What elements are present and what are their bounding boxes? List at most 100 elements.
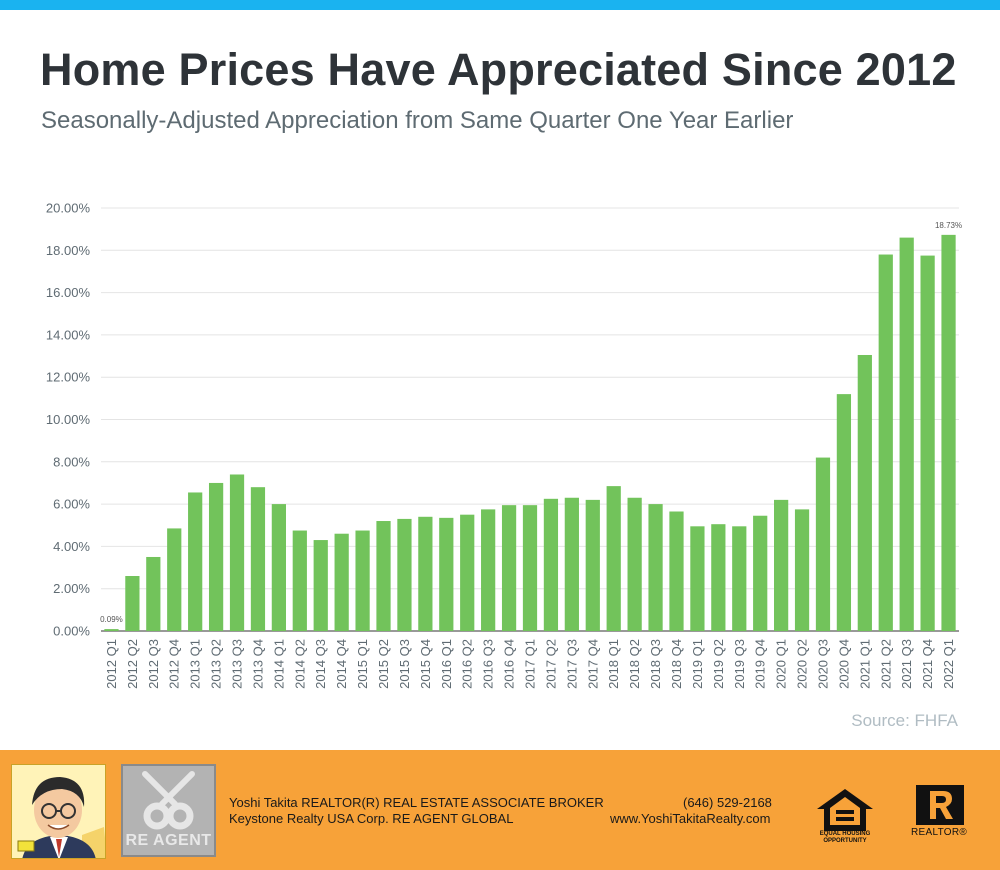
data-label: 18.73% — [935, 221, 962, 230]
x-tick-label: 2012 Q4 — [167, 639, 182, 689]
y-tick-label: 20.00% — [46, 201, 91, 216]
x-tick-label: 2016 Q3 — [481, 639, 496, 689]
x-tick-label: 2015 Q1 — [355, 639, 370, 689]
x-tick-label: 2018 Q3 — [648, 639, 663, 689]
y-tick-label: 6.00% — [53, 497, 90, 512]
x-tick-label: 2013 Q4 — [250, 639, 265, 689]
bar — [229, 474, 245, 631]
eho-logo-text: EQUAL HOUSING OPPORTUNITY — [819, 831, 871, 844]
page-subtitle: Seasonally-Adjusted Appreciation from Sa… — [41, 107, 794, 134]
phone-number: (646) 529-2168 — [683, 795, 772, 810]
footer-banner: RE AGENT Yoshi Takita REALTOR(R) REAL ES… — [0, 750, 1000, 870]
x-tick-label: 2020 Q4 — [836, 639, 851, 689]
bar — [627, 497, 642, 631]
y-tick-label: 16.00% — [46, 285, 91, 300]
bar — [564, 497, 579, 631]
x-tick-label: 2015 Q3 — [397, 639, 412, 689]
bar — [774, 499, 789, 631]
agent-name-line: Yoshi Takita REALTOR(R) REAL ESTATE ASSO… — [229, 795, 604, 810]
bar — [522, 505, 538, 631]
re-agent-keys-logo-icon: RE AGENT — [121, 764, 216, 857]
bar — [585, 499, 600, 631]
x-tick-label: 2014 Q2 — [292, 639, 307, 689]
y-tick-label: 0.00% — [53, 624, 90, 639]
y-tick-label: 4.00% — [53, 539, 90, 554]
bar — [313, 540, 328, 631]
x-tick-label: 2021 Q2 — [878, 639, 893, 689]
bar — [481, 509, 496, 631]
x-tick-label: 2014 Q4 — [334, 639, 349, 689]
realtor-r-logo-icon — [916, 785, 964, 825]
x-tick-label: 2018 Q1 — [606, 639, 621, 689]
x-tick-label: 2014 Q3 — [313, 639, 328, 689]
x-tick-label: 2017 Q3 — [564, 639, 579, 689]
bar — [815, 457, 831, 631]
x-tick-label: 2017 Q2 — [543, 639, 558, 689]
bar — [397, 518, 412, 631]
bar — [146, 556, 161, 631]
x-tick-label: 2012 Q2 — [125, 639, 140, 689]
bar — [460, 514, 475, 631]
bar — [188, 492, 203, 631]
bar — [355, 530, 370, 631]
x-tick-label: 2012 Q3 — [146, 639, 161, 689]
x-tick-label: 2021 Q4 — [920, 639, 935, 689]
x-tick-label: 2013 Q3 — [230, 639, 245, 689]
source-note: Source: FHFA — [851, 711, 958, 730]
x-tick-label: 2012 Q1 — [104, 639, 119, 689]
x-tick-label: 2019 Q4 — [753, 639, 768, 689]
bar — [292, 530, 307, 631]
bar — [167, 528, 182, 631]
bar — [920, 255, 935, 631]
y-tick-label: 12.00% — [46, 370, 91, 385]
company-line: Keystone Realty USA Corp. RE AGENT GLOBA… — [229, 811, 514, 826]
x-tick-label: 2022 Q1 — [941, 639, 956, 689]
bar-chart: 0.00% 2.00% 4.00% 6.00% 8.00% 10.00% 12.00% 14.… — [46, 201, 962, 689]
bar — [836, 394, 852, 631]
x-tick-label: 2013 Q2 — [209, 639, 224, 689]
x-tick-label: 2016 Q1 — [439, 639, 454, 689]
bar — [857, 354, 872, 631]
bar — [125, 576, 140, 631]
bars — [104, 234, 956, 632]
x-tick-label: 2018 Q2 — [627, 639, 642, 689]
bar — [104, 629, 119, 631]
bar — [606, 486, 621, 631]
bar — [732, 526, 747, 631]
x-tick-label: 2020 Q2 — [795, 639, 810, 689]
x-tick-label: 2013 Q1 — [188, 639, 203, 689]
bar — [878, 254, 893, 631]
x-tick-label: 2018 Q4 — [669, 639, 684, 689]
bar — [250, 487, 266, 631]
realtor-logo-text: REALTOR® — [911, 827, 968, 838]
equal-housing-opportunity-icon — [817, 789, 873, 831]
x-tick-label: 2015 Q4 — [418, 639, 433, 689]
page-title: Home Prices Have Appreciated Since 2012 — [40, 44, 957, 95]
data-labels: 0.09% 18.73% — [100, 221, 962, 624]
x-tick-label: 2019 Q3 — [732, 639, 747, 689]
x-tick-label: 2020 Q1 — [774, 639, 789, 689]
bar — [271, 504, 286, 631]
bar — [690, 526, 705, 631]
x-tick-label: 2017 Q1 — [523, 639, 538, 689]
bar — [669, 511, 684, 631]
top-accent-bar — [0, 0, 1000, 10]
bar — [501, 505, 517, 631]
bar — [899, 237, 914, 632]
x-tick-label: 2019 Q2 — [711, 639, 726, 689]
bar — [941, 234, 956, 631]
bar — [753, 515, 768, 631]
x-tick-label: 2019 Q1 — [690, 639, 705, 689]
x-tick-label: 2016 Q2 — [460, 639, 475, 689]
re-agent-logo-text: RE AGENT — [125, 832, 212, 849]
x-tick-label: 2014 Q1 — [271, 639, 286, 689]
bar — [543, 498, 559, 631]
data-label: 0.09% — [100, 615, 123, 624]
y-tick-label: 18.00% — [46, 243, 91, 258]
bar — [334, 533, 349, 631]
bar — [794, 509, 810, 631]
x-tick-label: 2016 Q4 — [502, 639, 517, 689]
y-tick-label: 2.00% — [53, 581, 90, 596]
website-link[interactable]: www.YoshiTakitaRealty.com — [610, 811, 771, 826]
y-tick-label: 14.00% — [46, 327, 91, 342]
